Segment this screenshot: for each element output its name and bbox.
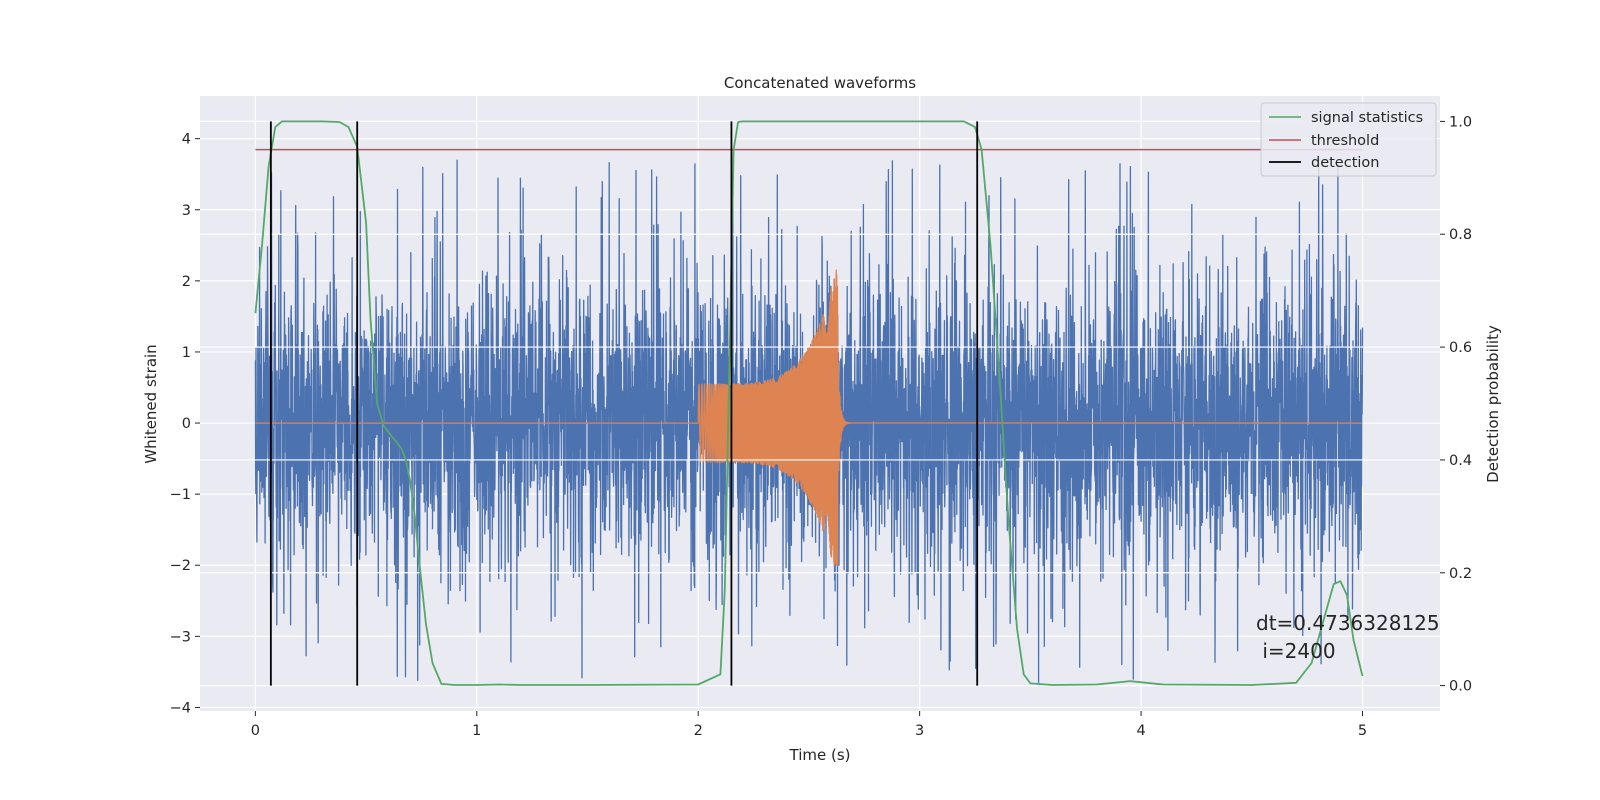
y-left-tick-label: −1: [170, 487, 191, 503]
y-right-tick-label: 1.0: [1449, 114, 1472, 130]
x-tick-label: 3: [915, 723, 924, 739]
legend: signal statistics threshold detection: [1260, 102, 1437, 177]
probability-series: [254, 120, 1364, 686]
x-tick-label: 0: [251, 723, 260, 739]
legend-box: [1260, 102, 1437, 177]
y-left-tick-label: 3: [182, 203, 191, 219]
y-left-tick-label: −3: [170, 629, 191, 645]
x-axis-label: Time (s): [789, 746, 851, 764]
legend-label-detection: detection: [1311, 155, 1379, 171]
y-left-tick-label: 4: [182, 132, 191, 148]
y-left-tick-label: 0: [182, 416, 191, 432]
legend-item-threshold: threshold: [1269, 133, 1379, 149]
x-tick-label: 2: [694, 723, 703, 739]
y-left-tick-label: 1: [182, 345, 191, 361]
y-right-tick-label: 0.4: [1449, 453, 1472, 469]
right-axis-grid: [200, 120, 1440, 687]
y-right-tick-label: 0.6: [1449, 340, 1472, 356]
legend-item-signal-statistics: signal statistics: [1269, 110, 1423, 126]
x-tick-label: 4: [1136, 723, 1145, 739]
y-right-tick-label: 0.8: [1449, 227, 1472, 243]
y-right-tick-label: 0.0: [1449, 679, 1472, 695]
y-axis-left-label: Whitened strain: [142, 344, 160, 463]
chart-title: Concatenated waveforms: [724, 74, 916, 92]
waveform-series: [255, 269, 1363, 566]
annotation-dt: dt=0.4736328125: [1256, 611, 1440, 635]
x-tick-label: 1: [472, 723, 481, 739]
legend-item-detection: detection: [1269, 155, 1379, 171]
annotation: dt=0.4736328125 i=2400: [1256, 611, 1440, 663]
y-right-tick-label: 0.2: [1449, 566, 1472, 582]
signal-statistics-line: [254, 120, 1364, 686]
y-left-tick-label: 2: [182, 274, 191, 290]
y-left-tick-label: −4: [170, 700, 191, 716]
axis-ticks: 0 1 2 3 4 5 −4 −3 −2 −1 0 1 2 3 4 0.0 0.2 0.4 0.6 0.8 1.0: [170, 114, 1472, 739]
waveform-line: [255, 269, 1363, 566]
legend-label-threshold: threshold: [1311, 133, 1379, 149]
y-axis-right-label: Detection probability: [1484, 325, 1502, 483]
legend-label-signal-statistics: signal statistics: [1311, 110, 1423, 126]
x-tick-label: 5: [1358, 723, 1367, 739]
y-left-tick-label: −2: [170, 558, 191, 574]
annotation-index: i=2400: [1256, 639, 1336, 663]
